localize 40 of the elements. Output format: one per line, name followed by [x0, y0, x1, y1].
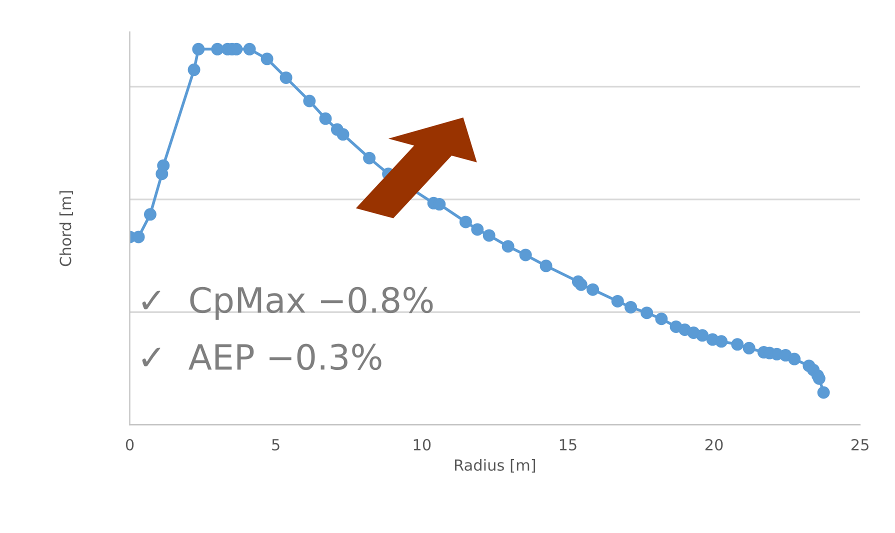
point: [260, 52, 274, 66]
x-tick-label: 25: [851, 438, 868, 451]
point: [715, 335, 728, 348]
annotation: ✓ CpMax −0.8%: [142, 286, 433, 320]
point: [696, 329, 709, 342]
point: [280, 71, 292, 84]
point: [788, 352, 801, 366]
point: [211, 42, 224, 56]
point: [188, 64, 200, 76]
point: [144, 208, 156, 221]
point: [742, 342, 756, 354]
x-tick-label: 10: [414, 438, 431, 451]
point: [574, 278, 588, 291]
y-axis-title: Chord [m]: [59, 191, 74, 266]
x-tick-label: 20: [705, 438, 723, 451]
point: [586, 283, 600, 296]
point: [459, 216, 472, 228]
point: [319, 112, 332, 125]
point: [471, 223, 484, 236]
point: [519, 248, 532, 262]
point: [540, 260, 552, 272]
point: [502, 240, 514, 253]
x-axis-title: Radius [m]: [454, 459, 536, 473]
point: [624, 300, 638, 314]
point: [640, 306, 654, 320]
x-tick-label: 5: [272, 439, 280, 451]
point: [363, 152, 376, 164]
point: [655, 312, 668, 326]
point: [157, 159, 170, 172]
point: [303, 94, 316, 108]
point: [336, 128, 350, 141]
annotation: ✓ AEP −0.3%: [142, 344, 382, 370]
point: [243, 42, 256, 56]
x-tick-label: 0: [126, 438, 134, 451]
x-tick-label: 15: [560, 439, 576, 451]
point: [731, 338, 744, 351]
point: [192, 42, 205, 56]
point: [611, 294, 624, 308]
point: [482, 229, 496, 242]
point: [817, 386, 830, 399]
